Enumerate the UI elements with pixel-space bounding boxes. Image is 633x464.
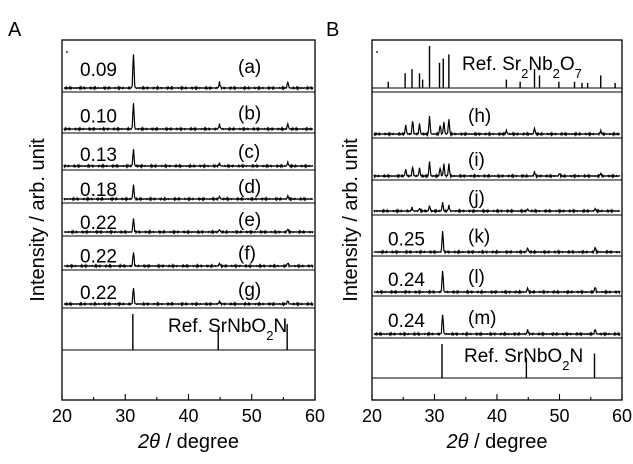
trace-3: (j) [373, 188, 621, 214]
y-axis-title: Intensity / arb. unit [340, 138, 362, 302]
trace-label: (g) [238, 280, 261, 301]
trace-value: 0.22 [80, 283, 117, 304]
trace-value: 0.22 [80, 213, 117, 234]
reference-label: Ref. Sr2Nb2O7 [462, 54, 582, 81]
trace-value: 0.24 [388, 311, 425, 332]
trace-label: (m) [468, 308, 496, 329]
trace-0: Ref. Sr2Nb2O7 [372, 46, 622, 89]
trace-6: (m) 0.24 [373, 308, 621, 337]
trace-value: 0.18 [80, 180, 117, 201]
reference-label: Ref. SrNbO2N [464, 346, 583, 373]
x-tick-label: 50 [242, 406, 262, 426]
trace-value: 0.10 [80, 106, 117, 127]
diffraction-trace [373, 161, 621, 180]
x-tick-label: 40 [487, 406, 507, 426]
trace-2: (c) 0.13 [63, 142, 314, 169]
trace-value: 0.22 [80, 247, 117, 268]
trace-4: (k) 0.25 [373, 226, 621, 255]
x-tick-label: 60 [612, 406, 632, 426]
trace-label: (k) [468, 226, 490, 247]
trace-label: (a) [238, 57, 261, 78]
trace-value: 0.09 [80, 60, 117, 81]
diffraction-trace [63, 184, 314, 202]
diffraction-trace [63, 54, 314, 91]
trace-label: (f) [238, 244, 256, 265]
panel-A: 20 30 40 50 60 2θ / degree Intensity / arb. un… [8, 19, 325, 453]
diffraction-trace [373, 115, 621, 138]
trace-label: (h) [468, 106, 491, 127]
trace-label: (l) [468, 267, 485, 288]
trace-label: (d) [238, 177, 261, 198]
panel-label: B [326, 19, 339, 41]
trace-1: (h) [373, 106, 621, 138]
trace-5: (f) 0.22 [63, 244, 314, 269]
panel-B: 20 30 40 50 60 2θ / degree Intensity / arb. un… [326, 19, 632, 453]
diffraction-trace [63, 103, 314, 132]
trace-0: (a) 0.09 [63, 54, 314, 91]
trace-2: (i) [373, 150, 621, 180]
diffraction-trace [373, 271, 621, 295]
x-tick-label: 30 [424, 406, 444, 426]
diffraction-trace [373, 201, 621, 214]
trace-4: (e) 0.22 [63, 210, 314, 235]
diffraction-trace [63, 149, 314, 169]
x-axis-title: 2θ / degree [137, 431, 239, 453]
trace-label: (b) [238, 103, 261, 124]
diffraction-trace [373, 314, 621, 337]
reference-label: Ref. SrNbO2N [168, 316, 287, 343]
x-tick-label: 50 [549, 406, 569, 426]
trace-value: 0.13 [80, 145, 117, 166]
corner-dot [66, 51, 68, 53]
trace-value: 0.24 [388, 270, 425, 291]
trace-label: (j) [468, 188, 485, 209]
x-tick-label: 20 [52, 406, 72, 426]
trace-1: (b) 0.10 [63, 103, 314, 132]
trace-label: (e) [238, 210, 261, 231]
x-tick-label: 30 [115, 406, 135, 426]
trace-5: (l) 0.24 [373, 267, 621, 295]
x-tick-label: 40 [178, 406, 198, 426]
diffraction-trace [373, 231, 621, 255]
trace-7: Ref. SrNbO2N [62, 314, 315, 351]
x-axis-title: 2θ / degree [446, 431, 548, 453]
trace-label: (c) [238, 142, 260, 163]
panel-label: A [8, 19, 22, 41]
x-tick-label: 20 [362, 406, 382, 426]
diffraction-trace [63, 218, 314, 235]
trace-6: (g) 0.22 [63, 280, 314, 307]
trace-7: Ref. SrNbO2N [372, 344, 622, 379]
corner-dot [376, 51, 378, 53]
diffraction-trace [63, 252, 314, 269]
x-tick-label: 60 [305, 406, 325, 426]
trace-value: 0.25 [388, 229, 425, 250]
y-axis-title: Intensity / arb. unit [27, 138, 49, 302]
trace-label: (i) [468, 150, 485, 171]
trace-3: (d) 0.18 [63, 177, 314, 202]
diffraction-trace [63, 288, 314, 307]
